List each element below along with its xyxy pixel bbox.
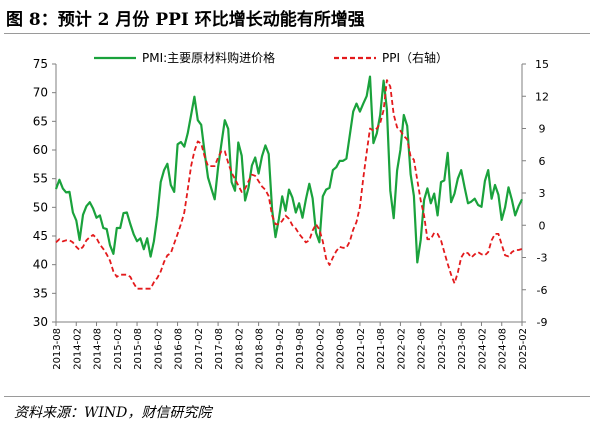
right-y-tick-label: 9 [539, 123, 546, 136]
left-y-tick-label: 40 [33, 258, 48, 272]
x-tick-label: 2022-02 [396, 328, 407, 370]
title-divider [4, 33, 590, 34]
right-y-tick-label: 6 [539, 155, 546, 168]
series-layer [54, 75, 523, 290]
x-tick-label: 2023-08 [457, 328, 468, 370]
pmi-ppi-line-chart: 30 35 40 45 50 55 60 65 70 75 -9 -6 -3 0 3 6 9 12 15 2013-0… [33, 50, 549, 370]
source-divider [4, 396, 590, 397]
x-tick-label: 2018-02 [234, 328, 245, 370]
x-tick-label: 2014-02 [72, 328, 83, 370]
source-note: 资料来源：WIND，财信研究院 [14, 405, 212, 421]
figure-title: 图 8：预计 2 月份 PPI 环比增长动能有所增强 [6, 10, 365, 30]
left-y-tick-label: 60 [33, 143, 48, 157]
right-y-tick-label: 3 [539, 187, 546, 200]
x-tick-label: 2017-02 [194, 328, 205, 370]
x-tick-label: 2016-02 [153, 328, 164, 370]
x-tick-label: 2019-02 [275, 328, 286, 370]
x-tick-label: 2016-08 [174, 328, 185, 370]
right-y-tick-label: -9 [537, 316, 548, 329]
left-y-tick-label: 70 [33, 86, 48, 100]
ppi-series-line [55, 79, 523, 290]
right-y-tick-label: -3 [537, 252, 548, 265]
figure-header: 图 8：预计 2 月份 PPI 环比增长动能有所增强 [0, 0, 594, 36]
x-tick-label: 2015-02 [113, 328, 124, 370]
x-tick-label: 2013-08 [52, 328, 63, 370]
x-tick-label: 2023-02 [437, 328, 448, 370]
x-tick-label: 2015-08 [133, 328, 144, 370]
legend: PMI:主要原材料购进价格 PPI（右轴） [94, 50, 448, 65]
left-y-tick-label: 65 [33, 114, 48, 128]
x-tick-label: 2021-02 [356, 328, 367, 370]
left-y-tick-label: 50 [33, 200, 48, 214]
x-tick-label: 2018-08 [255, 328, 266, 370]
left-y-tick-label: 30 [33, 315, 48, 329]
x-tick-label: 2019-08 [295, 328, 306, 370]
left-y-tick-label: 45 [33, 229, 48, 243]
pmi-series-line [54, 75, 523, 264]
x-tick-label: 2014-08 [93, 328, 104, 370]
x-tick-label: 2020-08 [336, 328, 347, 370]
right-y-tick-label: -6 [537, 284, 548, 297]
left-y-tick-label: 55 [33, 172, 48, 186]
left-y-tick-label: 35 [33, 286, 48, 300]
x-tick-label: 2021-08 [376, 328, 387, 370]
x-tick-label: 2024-02 [477, 328, 488, 370]
x-tick-label: 2017-08 [214, 328, 225, 370]
x-tick-label: 2025-02 [518, 328, 529, 370]
legend-ppi-label: PPI（右轴） [382, 50, 448, 65]
right-y-tick-label: 0 [539, 219, 546, 232]
x-tick-label: 2022-08 [417, 328, 428, 370]
right-y-tick-label: 12 [535, 90, 549, 103]
legend-pmi-label: PMI:主要原材料购进价格 [142, 50, 275, 65]
left-y-tick-label: 75 [33, 57, 48, 71]
x-tick-label: 2020-02 [315, 328, 326, 370]
right-y-tick-label: 15 [535, 58, 549, 71]
x-tick-label: 2024-08 [498, 328, 509, 370]
axes-layer: 30 35 40 45 50 55 60 65 70 75 -9 -6 -3 0 3 6 9 12 15 2013-0… [33, 57, 549, 370]
